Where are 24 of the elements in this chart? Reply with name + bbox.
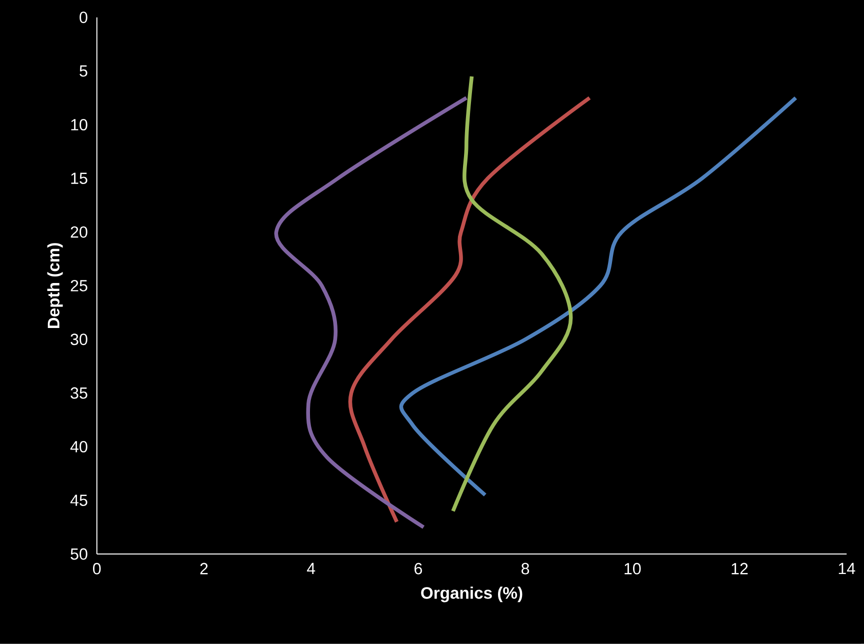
y-tick-label: 50 — [70, 548, 88, 560]
x-tick-label: 6 — [414, 563, 422, 575]
y-tick-label: 0 — [80, 12, 88, 24]
y-tick-label: 35 — [70, 387, 88, 399]
line-series — [274, 96, 468, 530]
y-tick-label: 15 — [71, 172, 88, 184]
y-axis-title: Depth (cm) — [47, 243, 63, 328]
y-tick-label: 20 — [70, 226, 88, 238]
y-tick-label: 45 — [70, 494, 88, 506]
x-axis-title: Organics (%) — [421, 586, 522, 602]
x-tick-label: 0 — [93, 563, 101, 575]
x-tick-label: 12 — [732, 563, 748, 574]
x-tick-label: 10 — [624, 563, 641, 575]
x-tick-label: 2 — [200, 563, 208, 574]
x-tick-label: 14 — [838, 563, 856, 574]
y-tick-label: 10 — [71, 119, 88, 131]
line-series — [451, 74, 573, 514]
x-tick-label: 4 — [306, 563, 316, 574]
y-tick-label: 25 — [70, 280, 88, 292]
x-tick-label: 8 — [522, 563, 530, 575]
y-tick-label: 30 — [70, 334, 88, 346]
y-tick-label: 5 — [80, 66, 88, 77]
line-series — [348, 96, 592, 524]
y-tick-label: 40 — [70, 441, 88, 453]
